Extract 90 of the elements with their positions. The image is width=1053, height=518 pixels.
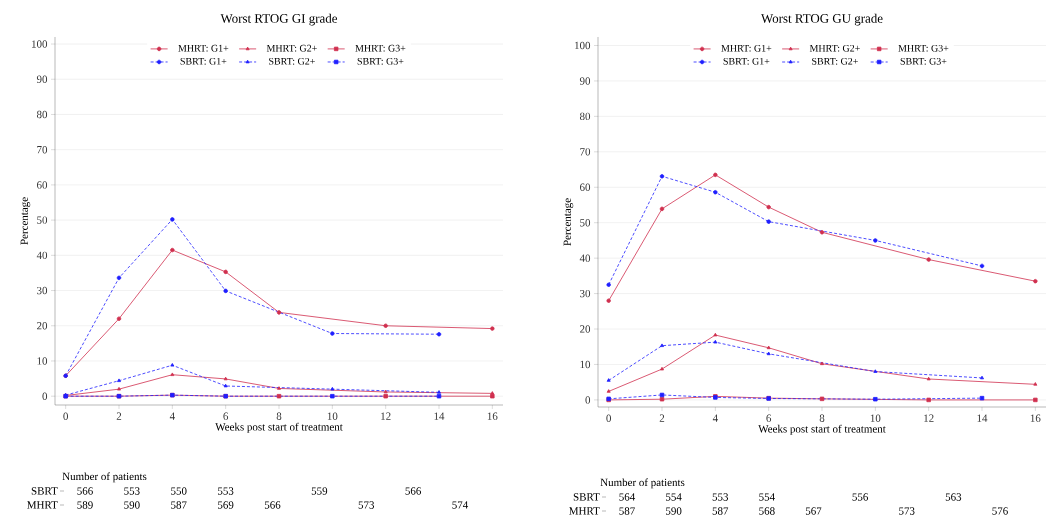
x-tick-label: 10	[327, 412, 338, 420]
text: 554	[666, 493, 682, 501]
chart-title: Worst RTOG GU grade	[761, 13, 883, 26]
y-tick-label: 80	[36, 110, 48, 119]
text: 573	[899, 507, 915, 515]
y-tick-label: 60	[580, 183, 591, 191]
y-axis-title: Percentage	[563, 198, 574, 246]
y-tick-label: 30	[580, 289, 591, 298]
text: 556	[852, 493, 869, 501]
category-label: SBRT	[31, 487, 58, 495]
y-tick-label: 70	[580, 148, 591, 156]
x-tick-label: 0	[63, 412, 68, 420]
x-tick-label: 16	[1030, 414, 1041, 422]
legend-label: SBRT: G3+	[900, 57, 947, 65]
x-tick-label: 2	[659, 414, 665, 422]
x-tick-label: 12	[381, 412, 391, 420]
y-tick-label: 100	[575, 41, 591, 50]
x-tick-label: 10	[870, 414, 881, 422]
text: 550	[171, 487, 187, 495]
y-tick-label: 80	[579, 112, 591, 121]
category-label: MHRT	[27, 501, 58, 509]
text: 567	[805, 507, 822, 515]
x-tick-label: 6	[766, 414, 772, 422]
text: 554	[759, 493, 775, 501]
y-tick-label: 0	[585, 396, 591, 404]
category-label: SBRT	[573, 493, 600, 501]
text: 590	[124, 501, 140, 509]
x-axis-title: Weeks post start of treatment	[215, 422, 343, 433]
y-tick-label: 90	[579, 77, 591, 85]
chart-title: Worst RTOG GI grade	[220, 13, 338, 26]
legend-label: SBRT: G2+	[269, 57, 315, 65]
text: 559	[311, 487, 328, 495]
x-tick-label: 14	[977, 414, 988, 422]
x-tick-label: 8	[276, 412, 282, 420]
x-tick-label: 2	[116, 412, 122, 420]
legend-label: MHRT: G2+	[266, 44, 317, 52]
y-tick-label: 40	[579, 254, 591, 262]
legend-label: MHRT: G3+	[355, 44, 406, 52]
x-tick-label: 12	[924, 414, 934, 422]
text: 566	[264, 501, 281, 509]
y-tick-label: 0	[42, 392, 48, 400]
text: 569	[218, 501, 234, 509]
text: 568	[759, 507, 775, 515]
text: 553	[712, 493, 729, 501]
text: 587	[712, 507, 729, 515]
y-tick-label: 50	[580, 219, 591, 227]
text: 587	[619, 507, 635, 515]
legend-label: MHRT: G1+	[178, 44, 229, 52]
y-tick-label: 60	[37, 181, 48, 189]
legend-label: MHRT: G1+	[721, 44, 772, 52]
y-tick-label: 30	[37, 286, 48, 295]
text: 553	[218, 487, 234, 495]
x-tick-label: 8	[819, 414, 825, 422]
y-tick-label: 40	[36, 251, 48, 260]
y-tick-label: 20	[580, 325, 591, 333]
x-tick-label: 14	[434, 412, 445, 420]
text: 553	[124, 487, 140, 495]
text: 566	[405, 487, 422, 495]
text: 563	[945, 493, 962, 501]
text: 574	[452, 501, 469, 509]
category-label: MHRT	[569, 507, 600, 515]
y-tick-label: 10	[580, 360, 591, 369]
y-axis-title: Percentage	[20, 197, 31, 245]
legend-label: SBRT: G1+	[723, 57, 770, 65]
x-tick-label: 4	[712, 414, 718, 422]
y-tick-label: 10	[37, 357, 48, 365]
y-tick-label: 20	[37, 322, 48, 330]
x-axis-title: Weeks post start of treatment	[758, 424, 886, 435]
text: Number of patients	[62, 472, 147, 483]
text: 564	[619, 493, 636, 501]
y-tick-label: 70	[37, 145, 48, 154]
legend-label: SBRT: G3+	[357, 57, 404, 65]
x-tick-label: 0	[606, 414, 611, 422]
text: 589	[77, 501, 93, 509]
text: 573	[358, 501, 375, 509]
text: 576	[992, 507, 1008, 515]
legend-label: SBRT: G2+	[812, 57, 858, 65]
x-tick-label: 16	[487, 412, 498, 420]
text: 590	[666, 507, 682, 515]
y-tick-label: 50	[37, 216, 48, 224]
x-tick-label: 4	[169, 412, 175, 420]
legend-label: SBRT: G1+	[180, 57, 227, 65]
legend-label: MHRT: G2+	[809, 44, 860, 52]
text: 587	[171, 501, 187, 509]
y-tick-label: 90	[36, 75, 48, 83]
text: Number of patients	[600, 478, 685, 489]
y-tick-label: 100	[32, 40, 48, 48]
x-tick-label: 6	[223, 412, 229, 420]
text: 566	[77, 487, 93, 495]
legend-label: MHRT: G3+	[898, 44, 949, 52]
